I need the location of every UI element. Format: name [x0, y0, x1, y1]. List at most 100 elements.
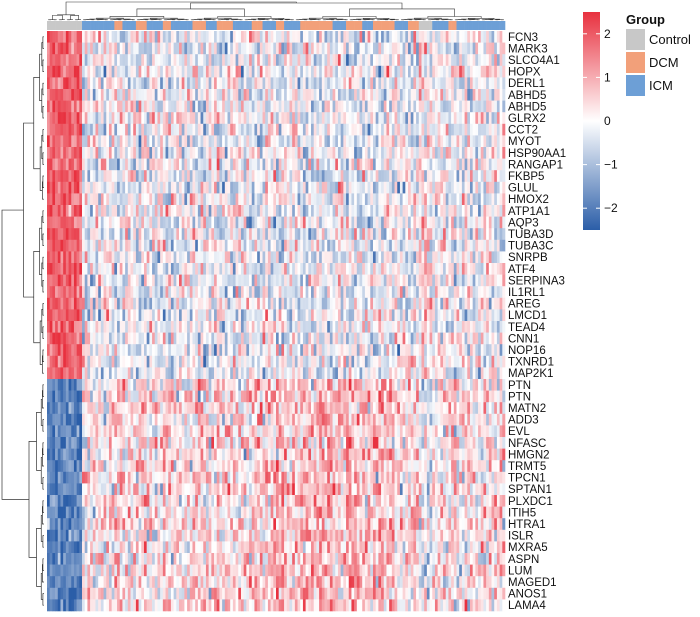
annotation-cell-icm [211, 21, 215, 30]
heatmap-cell [149, 31, 153, 43]
heatmap-cell [106, 89, 110, 101]
heatmap-cell [367, 100, 371, 113]
heatmap-cell [313, 297, 317, 310]
heatmap-cell [305, 274, 309, 287]
heatmap-cell [170, 263, 174, 275]
heatmap-cell [108, 251, 112, 264]
heatmap-cell [453, 31, 457, 43]
heatmap-cell [181, 100, 185, 113]
heatmap-cell [135, 181, 139, 194]
heatmap-cell [173, 100, 177, 113]
heatmap-cell [179, 274, 182, 287]
heatmap-cell [65, 193, 69, 206]
heatmap-cell [200, 42, 204, 55]
heatmap-cell [135, 205, 139, 217]
heatmap-cell [273, 216, 277, 229]
heatmap-cell [308, 77, 312, 90]
heatmap-cell [370, 65, 374, 78]
heatmap-cell [184, 112, 188, 125]
heatmap-cell [214, 251, 218, 264]
heatmap-cell [154, 135, 158, 148]
heatmap-cell [418, 228, 422, 241]
heatmap-cell [57, 158, 61, 171]
heatmap-cell [356, 193, 360, 206]
heatmap-cell [63, 274, 67, 287]
annotation-cell-icm [397, 21, 401, 30]
heatmap-cell [313, 89, 317, 101]
heatmap-cell [362, 135, 366, 148]
heatmap-cell [117, 31, 121, 43]
heatmap-cell [211, 309, 215, 322]
heatmap-cell [364, 31, 368, 43]
heatmap-cell [448, 135, 452, 148]
heatmap-cell [149, 239, 153, 252]
heatmap-cell [138, 321, 142, 333]
row-dendrogram-root [1, 209, 29, 500]
heatmap-cell [154, 297, 158, 310]
heatmap-cell [79, 205, 83, 217]
heatmap-cell [57, 65, 61, 78]
heatmap-cell [289, 228, 293, 241]
heatmap-cell [189, 135, 193, 148]
heatmap-cell [429, 228, 433, 241]
heatmap-cell [421, 100, 425, 113]
heatmap-cell [327, 321, 331, 333]
heatmap-cell [170, 286, 174, 299]
heatmap-cell [205, 251, 209, 264]
heatmap-cell [494, 205, 498, 217]
heatmap-cell [451, 112, 455, 125]
heatmap-cell [235, 77, 239, 90]
heatmap-cell [65, 170, 69, 183]
heatmap-cell [445, 147, 449, 159]
heatmap-cell [162, 286, 166, 299]
heatmap-cell [478, 42, 482, 55]
heatmap-cell [98, 112, 102, 125]
heatmap-cell [187, 65, 191, 78]
heatmap-cell [243, 263, 247, 275]
heatmap-cell [122, 309, 126, 322]
heatmap-cell [496, 216, 500, 229]
heatmap-cell [327, 332, 331, 345]
heatmap-cell [181, 332, 185, 345]
heatmap-cell [65, 216, 69, 229]
heatmap-cell [179, 123, 182, 136]
heatmap-cell [154, 42, 158, 55]
heatmap-cell [405, 147, 409, 159]
heatmap-cell [122, 77, 126, 90]
heatmap-cell [154, 286, 158, 299]
heatmap-cell [130, 54, 134, 67]
heatmap-cell [208, 181, 212, 194]
heatmap-cell [496, 309, 500, 322]
heatmap-cell [235, 263, 239, 275]
heatmap-cell [478, 89, 482, 101]
heatmap-cell [92, 181, 96, 194]
heatmap-cell [286, 205, 290, 217]
heatmap-cell [238, 274, 242, 287]
heatmap-cell [160, 135, 164, 148]
heatmap-cell [445, 321, 449, 333]
heatmap-cell [410, 309, 414, 322]
heatmap-cell [451, 263, 455, 275]
heatmap-cell [246, 205, 250, 217]
heatmap-cell [82, 181, 86, 194]
heatmap-cell [246, 239, 250, 252]
heatmap-cell [203, 228, 207, 241]
heatmap-cell [211, 77, 215, 90]
heatmap-cell [319, 274, 323, 287]
heatmap-cell [47, 123, 50, 136]
heatmap-cell [354, 54, 358, 67]
heatmap-cell [416, 158, 420, 171]
heatmap-cell [240, 77, 244, 90]
heatmap-cell [337, 321, 341, 333]
heatmap-cell [469, 100, 473, 113]
heatmap-cell [351, 77, 355, 90]
heatmap-cell [154, 228, 158, 241]
heatmap-cell [480, 100, 484, 113]
heatmap-cell [391, 205, 395, 217]
annotation-cell-icm [486, 21, 490, 30]
heatmap-cell [327, 205, 331, 217]
heatmap-cell [79, 251, 83, 264]
heatmap-cell [52, 193, 56, 206]
heatmap-cell [203, 251, 207, 264]
heatmap-cell [343, 251, 347, 264]
